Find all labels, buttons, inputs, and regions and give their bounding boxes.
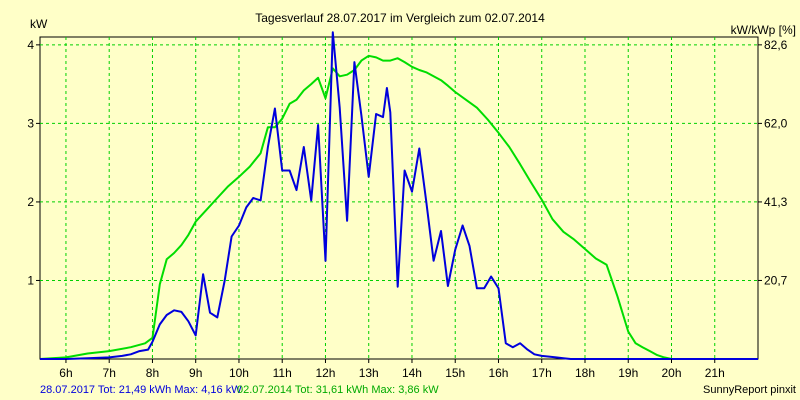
axes: 6h 7h 8h 9h 10h 11h 12h 13h 14h 15h 16h 17h 18h 19h 20… xyxy=(27,38,787,380)
plot-area xyxy=(39,36,759,360)
y-axis-right-label: kW/kWp [%] xyxy=(731,23,796,37)
series-line-2 xyxy=(39,54,758,360)
legend-series-2: 02.07.2014 Tot: 31,61 kWh Max: 3,86 kW xyxy=(237,384,439,396)
y-tick-label-left: 3 xyxy=(27,116,34,130)
legend-series-1: 28.07.2017 Tot: 21,49 kWh Max: 4,16 kW xyxy=(40,384,242,396)
y-tick-label-right: 41,3 xyxy=(764,195,788,209)
y-tick-label-right: 20,7 xyxy=(764,273,788,287)
x-tick-label: 8h xyxy=(146,366,159,380)
x-tick-label: 19h xyxy=(618,366,638,380)
chart-title: Tagesverlauf 28.07.2017 im Vergleich zum… xyxy=(255,11,545,25)
x-tick-label: 12h xyxy=(315,366,335,380)
x-tick-label: 17h xyxy=(532,366,552,380)
series-line-1 xyxy=(40,31,758,360)
x-tick-label: 13h xyxy=(359,366,379,380)
x-tick-label: 9h xyxy=(189,366,202,380)
y-tick-label-left: 1 xyxy=(27,273,34,287)
footer-credit: SunnyReport pinxit xyxy=(703,384,796,396)
x-tick-label: 10h xyxy=(229,366,249,380)
y-axis-left-label: kW xyxy=(30,17,48,31)
y-tick-label-right: 82,6 xyxy=(764,38,788,52)
x-tick-label: 15h xyxy=(445,366,465,380)
y-tick-label-right: 62,0 xyxy=(764,116,788,130)
x-tick-label: 14h xyxy=(402,366,422,380)
y-tick-label-left: 4 xyxy=(27,38,34,52)
x-tick-label: 16h xyxy=(488,366,508,380)
x-tick-label: 7h xyxy=(103,366,116,380)
series-lines xyxy=(39,31,758,360)
x-tick-label: 20h xyxy=(661,366,681,380)
y-tick-label-left: 2 xyxy=(27,195,34,209)
x-tick-label: 21h xyxy=(705,366,725,380)
x-tick-label: 11h xyxy=(273,366,292,380)
x-tick-label: 18h xyxy=(575,366,595,380)
x-tick-label: 6h xyxy=(59,366,72,380)
